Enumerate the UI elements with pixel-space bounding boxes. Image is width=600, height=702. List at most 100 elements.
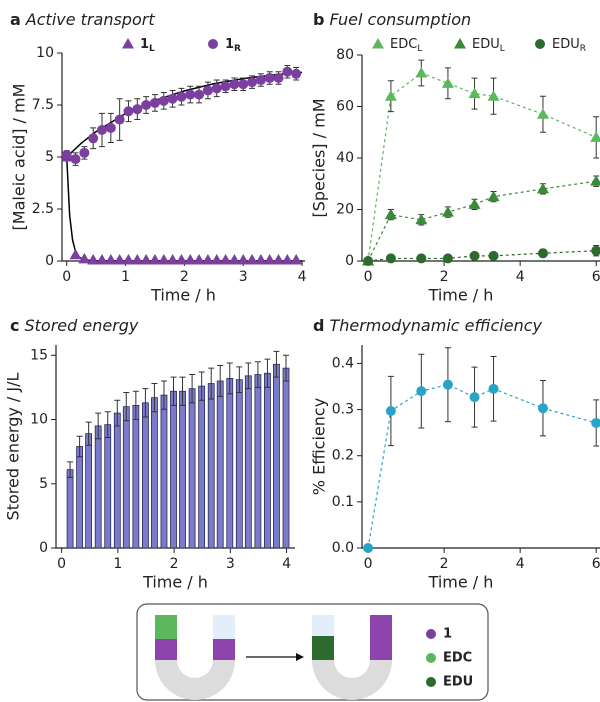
u-tube (312, 660, 392, 700)
error-bar (236, 366, 243, 394)
error-bar (189, 374, 196, 404)
error-bar (245, 362, 252, 390)
marker (210, 253, 223, 265)
empty-fill (312, 615, 334, 636)
marker (468, 87, 481, 99)
x-tick-label: 1 (121, 269, 130, 285)
x-axis-label: Time / h (150, 286, 216, 305)
marker (194, 89, 205, 100)
marker (149, 97, 160, 108)
legend-label: EDU (443, 675, 473, 690)
marker (132, 104, 143, 115)
x-axis-label: Time / h (428, 286, 494, 305)
x-tick-label: 1 (113, 556, 122, 572)
y-tick-label: 0.0 (332, 540, 354, 556)
bar (282, 367, 290, 549)
marker (591, 417, 600, 428)
panel-title: a Active transport (10, 10, 155, 29)
error-bar (198, 371, 205, 401)
y-axis-label: [Maleic acid] / mM (10, 84, 29, 231)
y-tick-label: 5 (39, 476, 48, 492)
legend-dot (426, 653, 436, 663)
marker (158, 95, 169, 106)
panel-title: d Thermodynamic efficiency (313, 316, 543, 335)
marker (78, 252, 91, 264)
series-line (367, 384, 597, 549)
empty-fill (213, 615, 235, 639)
legend-name: EDU (552, 37, 580, 52)
marker (441, 77, 454, 88)
marker (442, 379, 453, 390)
bar (264, 372, 271, 549)
marker (228, 253, 241, 265)
error-bar (283, 354, 290, 382)
marker (536, 182, 549, 194)
marker (415, 67, 428, 78)
marker (254, 253, 267, 265)
scheme: 1 EDC EDU (136, 603, 489, 701)
marker (281, 253, 294, 265)
marker (123, 106, 134, 117)
marker (291, 68, 302, 79)
marker (416, 386, 427, 397)
bar (160, 394, 168, 549)
marker (104, 253, 117, 265)
error-bar (67, 461, 74, 478)
bar (198, 385, 206, 549)
panel-letter: c (10, 316, 19, 335)
panel-title: c Stored energy (10, 316, 139, 335)
marker (442, 253, 453, 264)
title-text: Stored energy (24, 316, 138, 335)
error-bar (76, 435, 83, 458)
bar (188, 388, 196, 549)
marker (590, 131, 600, 142)
y-tick-label: 0 (345, 253, 354, 269)
legend-subscript: L (149, 44, 155, 54)
marker (141, 100, 152, 110)
error-bar (104, 411, 111, 439)
arrow-head (296, 653, 304, 661)
marker (385, 253, 396, 264)
marker (487, 90, 500, 101)
x-tick-label: 0 (364, 269, 373, 285)
panel-letter: d (313, 316, 324, 335)
error-bar (151, 383, 158, 413)
y-tick-label: 5 (45, 149, 54, 165)
bar (94, 425, 102, 549)
bar (207, 383, 215, 549)
bar (76, 446, 84, 549)
legend-subscript: L (500, 44, 505, 54)
y-tick-label: 60 (336, 99, 354, 115)
marker (166, 253, 179, 265)
legend-dot (426, 629, 436, 639)
marker (140, 253, 153, 265)
error-bar (254, 361, 261, 388)
legend-subscript: R (580, 44, 586, 54)
marker (441, 206, 454, 217)
y-tick-label: 20 (336, 202, 354, 218)
marker (416, 253, 427, 264)
y-tick-label: 0.1 (332, 494, 354, 510)
title-text: Active transport (25, 10, 156, 29)
legend-subscript: L (417, 44, 422, 54)
marker (591, 245, 600, 256)
marker (247, 77, 258, 88)
error-bar (226, 362, 233, 395)
legend-subscript: R (234, 44, 241, 54)
error-bar (170, 376, 177, 406)
y-axis-label: Stored energy / J/L (4, 372, 23, 520)
legend-label: 1 (443, 627, 452, 642)
legend-name: 1 (140, 37, 149, 52)
y-tick-label: 0.3 (332, 402, 354, 418)
y-tick-label: 7.5 (32, 97, 54, 113)
marker (208, 39, 218, 49)
error-bar (114, 399, 121, 427)
legend-dot (426, 677, 436, 687)
marker (263, 253, 276, 265)
species-1-fill (370, 615, 392, 660)
y-axis-label: [Species] / mM (310, 98, 329, 217)
x-tick-label: 4 (282, 556, 291, 572)
x-tick-label: 2 (440, 556, 449, 572)
series-line (367, 180, 597, 262)
x-tick-label: 2 (180, 269, 189, 285)
